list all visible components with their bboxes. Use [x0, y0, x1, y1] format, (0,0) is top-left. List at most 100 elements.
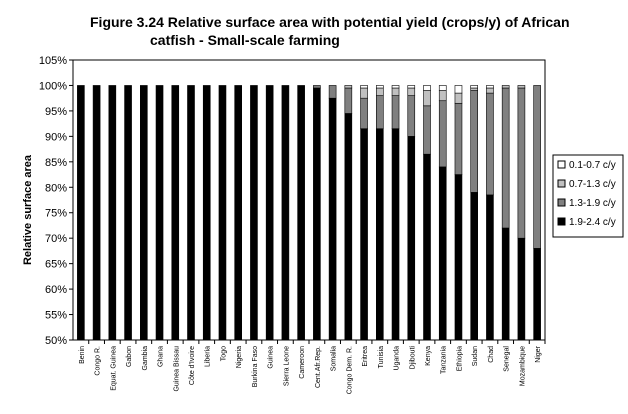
- bar-segment: [423, 85, 431, 91]
- bar-segment: [501, 87, 510, 229]
- bar-segment: [313, 85, 321, 89]
- bar-segment: [470, 85, 479, 89]
- x-tick-label: Somalia: [331, 346, 338, 371]
- x-tick-label: Tunisia: [378, 346, 385, 368]
- x-tick-label: Ethiopia: [456, 346, 463, 371]
- x-tick-label: Liberia: [205, 346, 212, 367]
- bar-segment: [391, 87, 400, 96]
- bar-segment: [501, 227, 510, 341]
- y-tick-label: 75%: [45, 208, 67, 220]
- y-tick-label: 105%: [39, 55, 67, 67]
- bar-segment: [454, 92, 463, 104]
- x-tick-label: Ghana: [158, 346, 165, 367]
- legend-swatch: [557, 217, 566, 226]
- x-tick-label: Equat. Guinea: [110, 346, 117, 391]
- bar-segment: [533, 85, 541, 249]
- bar-segment: [218, 85, 227, 341]
- y-tick-label: 80%: [45, 182, 67, 194]
- bar-segment: [202, 85, 211, 341]
- y-tick-label: 100%: [39, 80, 67, 92]
- bar-segment: [344, 87, 353, 114]
- chart-title: Figure 3.24 Relative surface area with p…: [90, 14, 570, 30]
- bar-segment: [140, 85, 148, 341]
- bar-segment: [391, 95, 400, 130]
- x-tick-label: Sierra Leone: [283, 346, 290, 386]
- bar-segment: [454, 102, 463, 175]
- bar-segment: [391, 85, 400, 89]
- bar-segment: [171, 85, 180, 341]
- y-tick-label: 85%: [45, 157, 67, 169]
- bar-segment: [360, 87, 368, 99]
- bar-segment: [423, 153, 431, 341]
- bar-segment: [77, 85, 85, 341]
- bar-segment: [407, 85, 416, 89]
- x-tick-label: Tanzania: [441, 346, 448, 374]
- y-tick-label: 60%: [45, 284, 67, 296]
- y-tick-label: 55%: [45, 310, 67, 322]
- bar-segment: [375, 85, 384, 89]
- bar-segment: [486, 87, 494, 94]
- y-tick-label: 90%: [45, 131, 67, 143]
- bar-segment: [517, 87, 526, 239]
- x-tick-label: Sudan: [472, 346, 479, 366]
- legend-swatch: [557, 179, 566, 188]
- bar-segment: [486, 194, 494, 341]
- x-tick-label: Guinea Bissau: [173, 346, 180, 392]
- legend-swatch: [557, 198, 566, 207]
- x-tick-label: Djibouti: [409, 346, 416, 370]
- bar-segment: [265, 85, 274, 341]
- x-tick-label: Senegal: [504, 346, 511, 372]
- legend-swatch: [557, 160, 566, 169]
- legend-label: 0.7-1.3 c/y: [569, 179, 616, 190]
- legend-label: 1.9-2.4 c/y: [569, 217, 616, 228]
- x-tick-label: Guinea: [268, 346, 275, 369]
- bar-segment: [438, 90, 447, 102]
- plot-area: [72, 59, 546, 341]
- bar-segment: [328, 97, 337, 341]
- bar-segment: [360, 97, 368, 130]
- bar-segment: [187, 85, 195, 341]
- bar-segment: [438, 85, 447, 91]
- bar-segment: [375, 87, 384, 96]
- bar-segment: [281, 85, 290, 341]
- chart-title-line2: catfish - Small-scale farming: [150, 32, 340, 48]
- bar-segment: [344, 85, 353, 89]
- bar-segment: [108, 85, 117, 341]
- legend-label: 1.3-1.9 c/y: [569, 198, 616, 209]
- bar-segment: [438, 166, 447, 341]
- bar-segment: [250, 85, 258, 341]
- bar-segment: [407, 136, 416, 341]
- y-tick-label: 95%: [45, 106, 67, 118]
- bar-segment: [328, 85, 337, 99]
- bar-segment: [375, 95, 384, 130]
- bar-segment: [297, 85, 305, 341]
- x-tick-label: Eritrea: [362, 346, 369, 367]
- x-tick-label: Chad: [488, 346, 495, 363]
- bar-segment: [470, 87, 479, 91]
- x-tick-label: Togo: [220, 346, 227, 361]
- bar-segment: [470, 192, 479, 341]
- bar-segment: [423, 90, 431, 107]
- bar-segment: [470, 90, 479, 193]
- bar-segment: [486, 85, 494, 89]
- x-tick-label: Gabon: [126, 346, 133, 367]
- bar-segment: [124, 85, 132, 341]
- bar-segment: [454, 174, 463, 341]
- bar-segment: [407, 87, 416, 96]
- bar-segment: [407, 95, 416, 137]
- x-tick-label: Cent.Afr.Rep.: [315, 346, 322, 388]
- y-tick-label: 50%: [45, 335, 67, 347]
- bar-segment: [234, 85, 242, 341]
- y-tick-label: 65%: [45, 259, 67, 271]
- bar-segment: [533, 248, 541, 341]
- x-tick-label: Uganda: [394, 346, 401, 371]
- x-tick-label: Gambia: [142, 346, 149, 371]
- bar-segment: [155, 85, 164, 341]
- bar-segment: [454, 85, 463, 94]
- x-tick-label: Nigeria: [236, 346, 243, 368]
- x-tick-label: Burkina Faso: [252, 346, 259, 387]
- x-tick-label: Benin: [79, 346, 86, 364]
- bar-segment: [423, 105, 431, 155]
